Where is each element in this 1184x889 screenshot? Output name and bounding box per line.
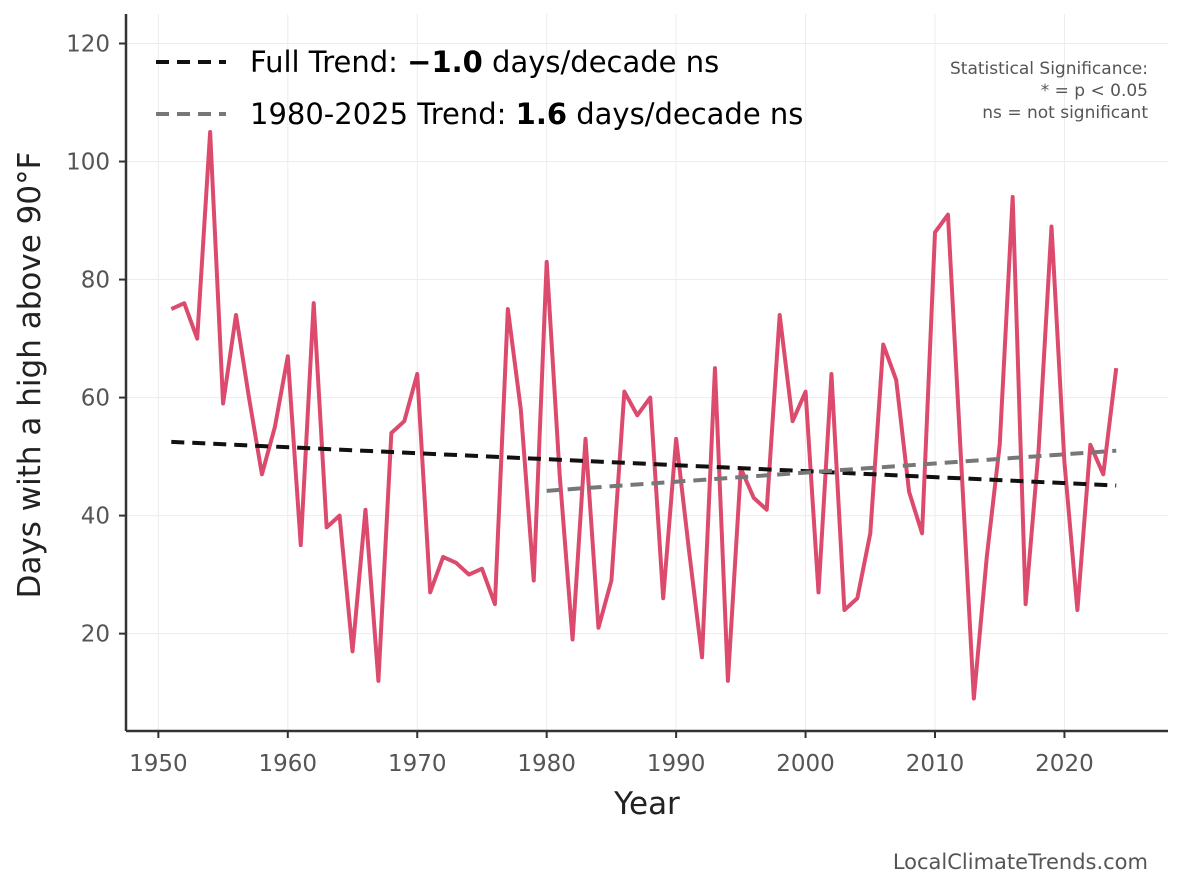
legend-full-suffix: days/decade ns	[483, 45, 719, 79]
recent-trend-line	[546, 448, 1117, 493]
gridlines	[126, 14, 1168, 731]
series-layer	[170, 130, 1119, 701]
x-tick-label-2000: 2000	[776, 751, 835, 777]
trend-layer	[171, 439, 1117, 493]
x-axis-title: Year	[613, 786, 680, 822]
legend-full-value: −1.0	[407, 45, 483, 79]
x-tick-label-1970: 1970	[388, 751, 447, 777]
axes: 1950 1960 1970 1980 1990 2000 2010 202020406080…	[66, 14, 1168, 777]
x-tick-label-1960: 1960	[259, 751, 318, 777]
y-axis-title: Days with a high above 90°F	[12, 152, 48, 599]
legend-recent-suffix: days/decade ns	[567, 97, 803, 131]
legend-recent-prefix: 1980-2025 Trend:	[250, 97, 516, 131]
legend: Full Trend: −1.0 days/decade ns 1980-202…	[156, 45, 803, 131]
y-tick-label-40: 40	[81, 504, 110, 530]
legend-recent-value: 1.6	[516, 97, 567, 131]
x-tick-label-2020: 2020	[1035, 751, 1094, 777]
sig-line-1: Statistical Significance:	[950, 59, 1148, 79]
series-line-0	[170, 130, 1119, 701]
legend-label-full-trend: Full Trend: −1.0 days/decade ns	[250, 45, 719, 79]
sig-line-2: * = p < 0.05	[1041, 81, 1148, 101]
x-tick-label-1980: 1980	[517, 751, 576, 777]
legend-full-prefix: Full Trend:	[250, 45, 407, 79]
y-tick-label-20: 20	[81, 622, 110, 648]
credit-text: LocalClimateTrends.com	[893, 850, 1148, 874]
x-tick-label-1950: 1950	[129, 751, 188, 777]
y-tick-label-120: 120	[66, 32, 110, 58]
y-tick-label-60: 60	[81, 386, 110, 412]
legend-label-recent-trend: 1980-2025 Trend: 1.6 days/decade ns	[250, 97, 803, 131]
y-tick-label-100: 100	[66, 150, 110, 176]
y-tick-label-80: 80	[81, 268, 110, 294]
x-tick-label-1990: 1990	[647, 751, 706, 777]
sig-line-3: ns = not significant	[982, 103, 1148, 123]
significance-note: Statistical Significance: * = p < 0.05 n…	[950, 59, 1148, 123]
full-trend-line	[171, 439, 1117, 488]
x-tick-label-2010: 2010	[906, 751, 965, 777]
